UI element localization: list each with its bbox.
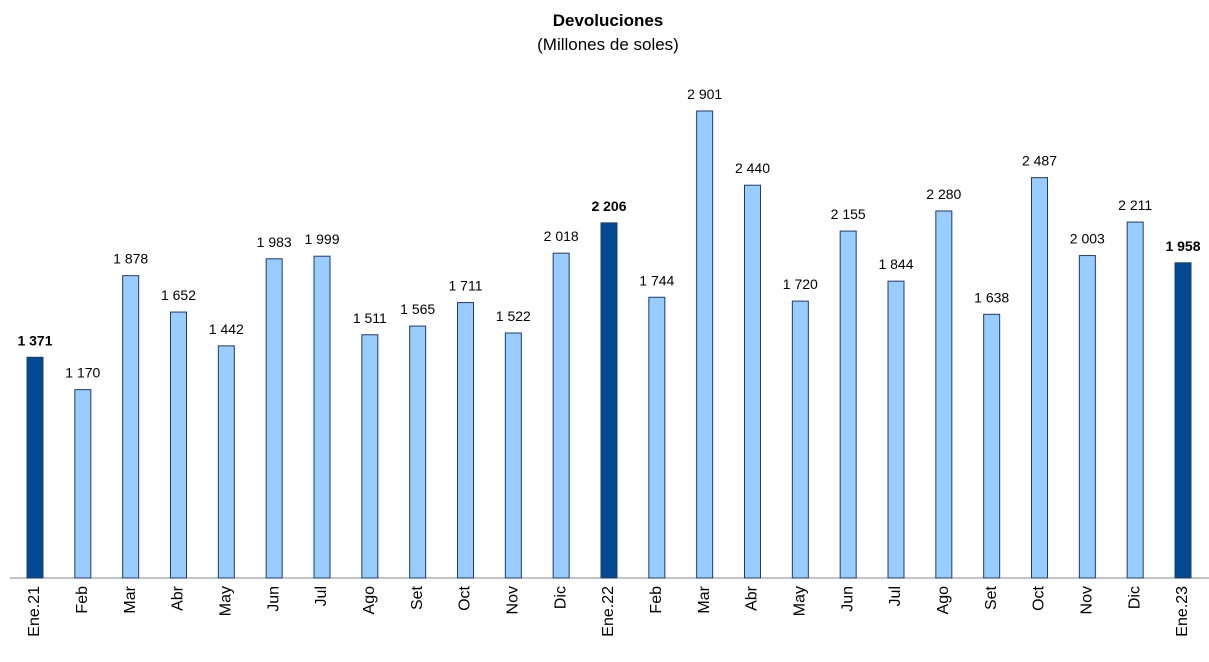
bar — [552, 252, 570, 579]
value-label: 1 565 — [400, 301, 435, 317]
x-tick-label: Dic — [552, 586, 569, 609]
bar — [983, 313, 1001, 579]
value-label: 1 999 — [304, 231, 339, 247]
bar — [217, 345, 235, 579]
x-tick-label: Abr — [170, 585, 187, 611]
value-label: 1 711 — [449, 278, 483, 294]
x-tick-label: Ene.23 — [1174, 586, 1191, 637]
bar — [648, 296, 666, 579]
bar — [26, 356, 44, 579]
bar — [409, 325, 427, 579]
bar — [504, 332, 522, 579]
bar — [122, 275, 140, 579]
bar — [1126, 221, 1144, 579]
x-tick-label: Set — [983, 585, 1000, 610]
value-label: 2 280 — [926, 186, 961, 202]
value-label: 2 901 — [687, 86, 722, 102]
bar — [457, 302, 474, 579]
bar — [839, 230, 857, 579]
value-label: 1 844 — [878, 256, 913, 272]
value-label: 1 170 — [65, 365, 100, 381]
bar — [265, 258, 283, 579]
x-tick-label: Mar — [122, 585, 139, 613]
value-label: 2 487 — [1022, 153, 1057, 169]
x-tick-label: Jun — [839, 586, 856, 612]
x-tick-label: Jun — [265, 586, 282, 612]
x-tick-label: Dic — [1126, 586, 1143, 609]
chart-subtitle: (Millones de soles) — [537, 35, 679, 54]
value-label: 2 206 — [591, 198, 626, 214]
value-label: 2 018 — [544, 228, 579, 244]
value-label: 1 744 — [639, 272, 674, 288]
value-label: 1 652 — [161, 287, 196, 303]
value-label: 1 511 — [353, 310, 387, 326]
x-tick-label: Abr — [744, 585, 761, 611]
value-label: 1 371 — [17, 332, 52, 348]
value-label: 1 442 — [209, 321, 244, 337]
bar — [935, 210, 953, 579]
bar — [744, 184, 761, 579]
x-tick-label: May — [218, 586, 235, 616]
x-tick-label: Set — [409, 585, 426, 610]
value-label: 1 638 — [974, 289, 1009, 305]
x-tick-label: Ene.22 — [600, 586, 617, 637]
bar — [170, 311, 187, 579]
x-tick-label: Oct — [457, 585, 474, 610]
value-label: 1 522 — [496, 308, 531, 324]
x-tick-label: Mar — [696, 585, 713, 613]
bar — [74, 389, 92, 579]
value-label: 2 211 — [1118, 197, 1152, 213]
x-tick-label: Nov — [1079, 586, 1096, 614]
x-tick-label: Feb — [74, 586, 91, 614]
bar — [887, 280, 905, 579]
bar — [313, 255, 331, 579]
chart-title: Devoluciones — [553, 11, 664, 30]
bar — [361, 334, 379, 579]
x-tick-label: Jul — [887, 586, 904, 606]
x-tick-label: May — [792, 586, 809, 616]
bar — [1174, 262, 1192, 579]
x-tick-label: Nov — [505, 586, 522, 614]
value-label: 2 003 — [1070, 231, 1105, 247]
x-tick-label: Jul — [313, 586, 330, 606]
value-label: 1 720 — [783, 276, 818, 292]
x-tick-label: Ago — [935, 586, 952, 615]
x-tick-label: Oct — [1031, 585, 1048, 610]
value-label: 1 878 — [113, 251, 148, 267]
x-tick-label: Ene.21 — [26, 586, 43, 637]
bar — [1078, 255, 1096, 579]
bar — [696, 110, 714, 579]
bar — [791, 300, 809, 579]
value-label: 2 440 — [735, 160, 770, 176]
x-tick-label: Feb — [648, 586, 665, 614]
bar — [600, 222, 618, 579]
bar — [1031, 177, 1048, 579]
value-label: 1 983 — [257, 234, 292, 250]
value-label: 2 155 — [831, 206, 866, 222]
value-label: 1 958 — [1165, 238, 1200, 254]
x-tick-label: Ago — [361, 586, 378, 615]
